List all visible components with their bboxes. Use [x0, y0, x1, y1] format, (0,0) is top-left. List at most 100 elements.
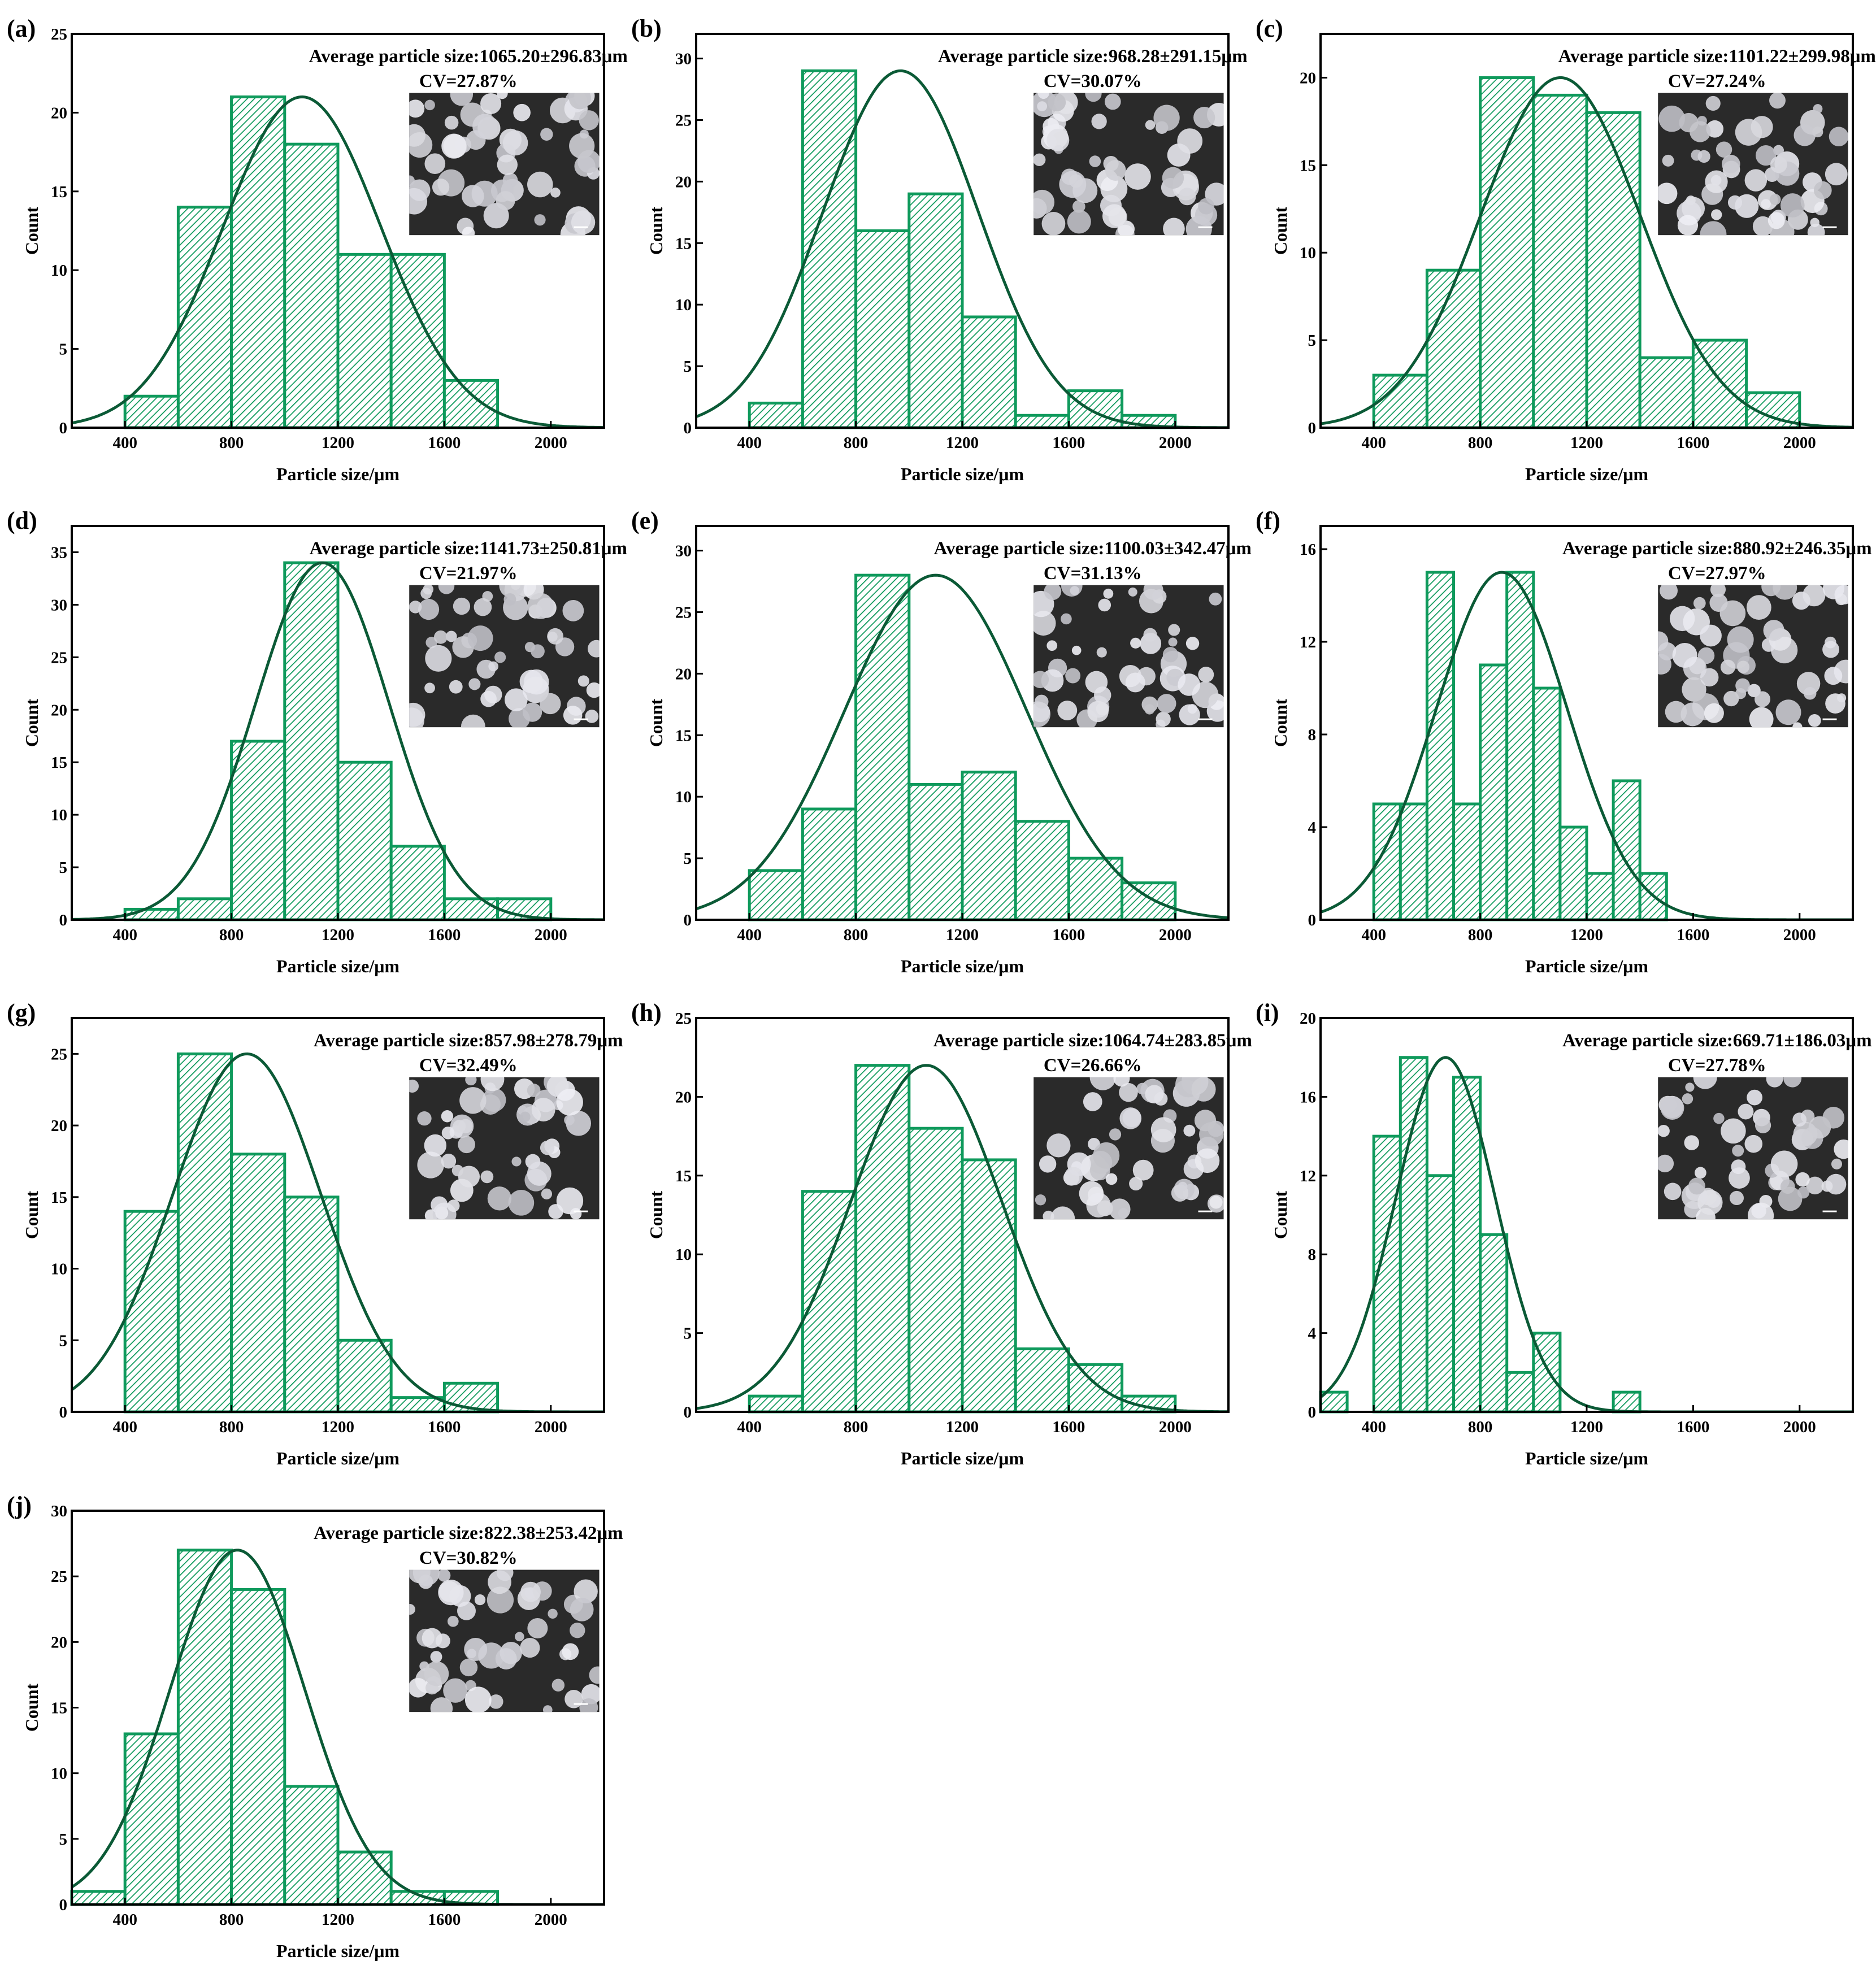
particle: [1736, 660, 1750, 673]
particle: [1773, 145, 1784, 156]
histogram-bar: [1585, 111, 1642, 429]
y-tick-label: 25: [675, 603, 692, 621]
x-tick-label: 2000: [535, 434, 567, 452]
y-tick-label: 25: [51, 649, 67, 667]
particle: [1660, 585, 1678, 600]
particle: [424, 1134, 447, 1157]
particle: [1780, 1179, 1795, 1194]
histogram-bar: [801, 69, 858, 429]
particle: [1711, 209, 1722, 220]
particle: [1098, 598, 1111, 612]
particle: [425, 645, 452, 672]
particle: [441, 1127, 455, 1140]
histogram-bar: [748, 1394, 804, 1414]
particle: [1057, 701, 1078, 720]
histogram-bar: [1067, 1363, 1124, 1414]
x-tick-label: 2000: [1783, 1418, 1816, 1436]
particle: [464, 1686, 492, 1712]
y-tick-label: 0: [1308, 419, 1317, 437]
particle: [1178, 1181, 1188, 1192]
y-axis-label: Count: [21, 206, 42, 255]
particle: [511, 1156, 522, 1167]
particle: [1071, 645, 1082, 655]
particle: [474, 598, 492, 616]
x-axis-label: Particle size/μm: [1525, 464, 1648, 484]
particle: [570, 1598, 594, 1621]
particle: [1825, 163, 1848, 186]
x-tick-label: 800: [219, 434, 244, 452]
particle: [1044, 585, 1062, 601]
histogram-bar: [389, 1396, 446, 1414]
histogram-bar: [1479, 76, 1535, 429]
particle: [1162, 167, 1184, 189]
x-tick-label: 1200: [322, 1418, 354, 1436]
particle: [444, 115, 459, 130]
x-tick-label: 400: [112, 1911, 137, 1929]
particle: [1700, 668, 1719, 687]
particle: [1672, 642, 1697, 668]
particle: [461, 714, 485, 728]
particle: [540, 693, 561, 715]
y-tick-label: 0: [59, 911, 68, 929]
particle: [1125, 672, 1145, 693]
y-tick-label: 0: [1308, 1403, 1317, 1421]
particle: [1089, 155, 1101, 167]
particle: [464, 1637, 488, 1661]
particle: [1752, 216, 1773, 236]
histogram-bar: [1505, 571, 1535, 921]
y-tick-label: 25: [675, 111, 692, 129]
x-tick-label: 1200: [1570, 926, 1603, 944]
histogram-bar: [748, 401, 804, 429]
particle: [1079, 1181, 1104, 1206]
histogram-bar: [1372, 373, 1428, 429]
particle: [1744, 1134, 1763, 1153]
histogram-bar: [230, 740, 286, 921]
x-tick-label: 1200: [322, 1911, 354, 1929]
x-axis-label: Particle size/μm: [276, 1941, 399, 1961]
particle: [462, 227, 475, 236]
particle: [1705, 170, 1728, 193]
particle: [1041, 212, 1066, 236]
particle: [1136, 1082, 1148, 1095]
y-tick-label: 12: [1300, 633, 1316, 651]
particle: [527, 1618, 548, 1639]
particle: [441, 1110, 454, 1123]
x-tick-label: 2000: [1783, 434, 1816, 452]
particle: [1682, 1093, 1693, 1105]
particle: [1720, 659, 1736, 675]
y-tick-label: 25: [675, 1010, 692, 1028]
particle: [570, 1623, 585, 1638]
panel-label: (h): [631, 999, 662, 1027]
particle: [1061, 613, 1072, 625]
particle: [520, 1111, 531, 1122]
particle: [1763, 620, 1784, 641]
histogram-bar: [70, 1890, 127, 1906]
particle: [1664, 1182, 1682, 1201]
particle: [424, 153, 446, 175]
particle: [488, 1694, 503, 1709]
histogram-bar: [389, 253, 446, 429]
particle: [550, 188, 561, 198]
y-tick-label: 25: [51, 1045, 67, 1063]
x-tick-label: 400: [737, 1418, 762, 1436]
particle: [1185, 637, 1200, 650]
particle: [1658, 654, 1671, 675]
particle: [1732, 1145, 1744, 1157]
x-axis-label: Particle size/μm: [901, 464, 1024, 484]
x-axis-label: Particle size/μm: [276, 956, 399, 976]
particle: [458, 1136, 475, 1154]
cv-annotation: CV=30.07%: [1044, 71, 1142, 92]
histogram-bar: [1585, 872, 1615, 921]
particle: [1697, 150, 1710, 163]
particle: [1046, 640, 1058, 651]
particle: [449, 1585, 471, 1607]
panel-label: (j): [7, 1492, 32, 1519]
particle: [450, 93, 474, 106]
particle: [1193, 106, 1215, 129]
particle: [1744, 169, 1768, 192]
particle: [1749, 707, 1774, 728]
particle: [520, 1581, 541, 1602]
particle: [424, 682, 435, 694]
histogram-panel-e: 400 800 1200 1600 2000 0 5 10 15 20 25 30 Particle s…: [631, 507, 1252, 976]
particle: [527, 1161, 551, 1186]
